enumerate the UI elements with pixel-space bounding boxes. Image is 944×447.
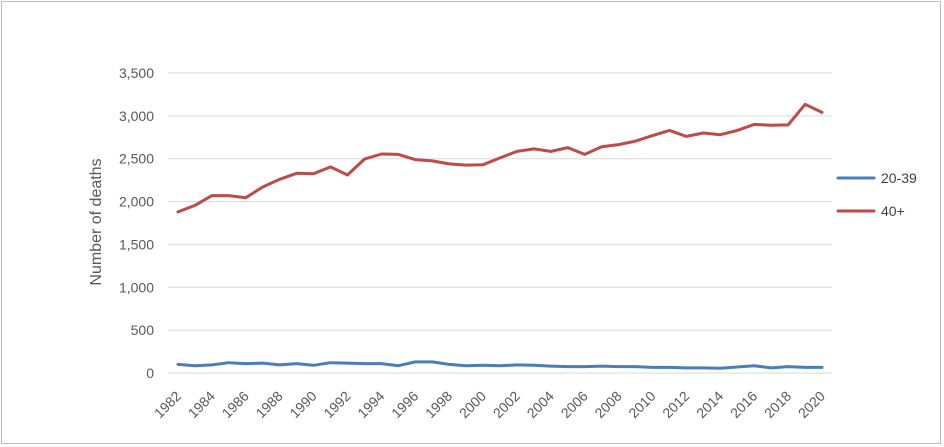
y-axis-label: Number of deaths (88, 158, 105, 285)
x-tick-label: 2000 (456, 388, 489, 421)
y-tick-label: 1,500 (119, 236, 154, 252)
x-tick-label: 2018 (761, 388, 794, 421)
y-tick-label: 1,000 (119, 279, 154, 295)
x-tick-label: 1996 (388, 388, 421, 421)
gridlines (168, 72, 832, 374)
x-tick-label: 1992 (320, 388, 353, 421)
y-tick-label: 3,000 (119, 108, 154, 124)
legend-label: 20-39 (881, 170, 917, 186)
series-line-40+ (176, 102, 824, 214)
x-tick-label: 1986 (219, 388, 252, 421)
x-tick-label: 2008 (591, 388, 624, 421)
x-tick-label: 2010 (625, 388, 658, 421)
y-axis: 0 500 1,000 1,500 2,000 2,500 3,000 3,500 (119, 65, 154, 381)
y-tick-label: 0 (146, 365, 154, 381)
x-tick-label: 1988 (252, 388, 285, 421)
y-tick-label: 500 (131, 322, 155, 338)
x-tick-label: 1990 (286, 388, 319, 421)
y-tick-label: 3,500 (119, 65, 154, 81)
y-tick-label: 2,500 (119, 151, 154, 167)
x-tick-label: 2004 (524, 388, 557, 421)
series-lines (176, 102, 824, 370)
x-tick-label: 2014 (693, 388, 726, 421)
x-tick-label: 2006 (558, 388, 591, 421)
y-tick-label: 2,000 (119, 194, 154, 210)
x-tick-label: 2012 (659, 388, 692, 421)
x-axis: 1982 1984 1986 1988 1990 1992 1994 1996 1998 2000… (151, 388, 828, 421)
x-tick-label: 2002 (490, 388, 523, 421)
legend-label: 40+ (881, 203, 905, 219)
x-tick-label: 1994 (354, 388, 387, 421)
x-tick-label: 2016 (727, 388, 760, 421)
legend: 20-39 40+ (836, 170, 917, 219)
series-line-20-39 (176, 360, 824, 370)
x-tick-label: 2020 (795, 388, 828, 421)
x-tick-label: 1984 (185, 388, 218, 421)
x-tick-label: 1982 (151, 388, 184, 421)
x-tick-label: 1998 (422, 388, 455, 421)
